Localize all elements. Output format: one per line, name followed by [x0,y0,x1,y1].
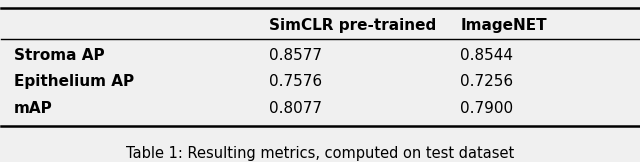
Text: 0.8544: 0.8544 [460,48,513,63]
Text: 0.7256: 0.7256 [460,74,513,89]
Text: ImageNET: ImageNET [460,18,547,33]
Text: Stroma AP: Stroma AP [14,48,105,63]
Text: 0.8077: 0.8077 [269,101,322,116]
Text: 0.8577: 0.8577 [269,48,322,63]
Text: 0.7576: 0.7576 [269,74,322,89]
Text: mAP: mAP [14,101,53,116]
Text: Table 1: Resulting metrics, computed on test dataset: Table 1: Resulting metrics, computed on … [126,146,514,161]
Text: SimCLR pre-trained: SimCLR pre-trained [269,18,436,33]
Text: 0.7900: 0.7900 [460,101,513,116]
Text: Epithelium AP: Epithelium AP [14,74,134,89]
